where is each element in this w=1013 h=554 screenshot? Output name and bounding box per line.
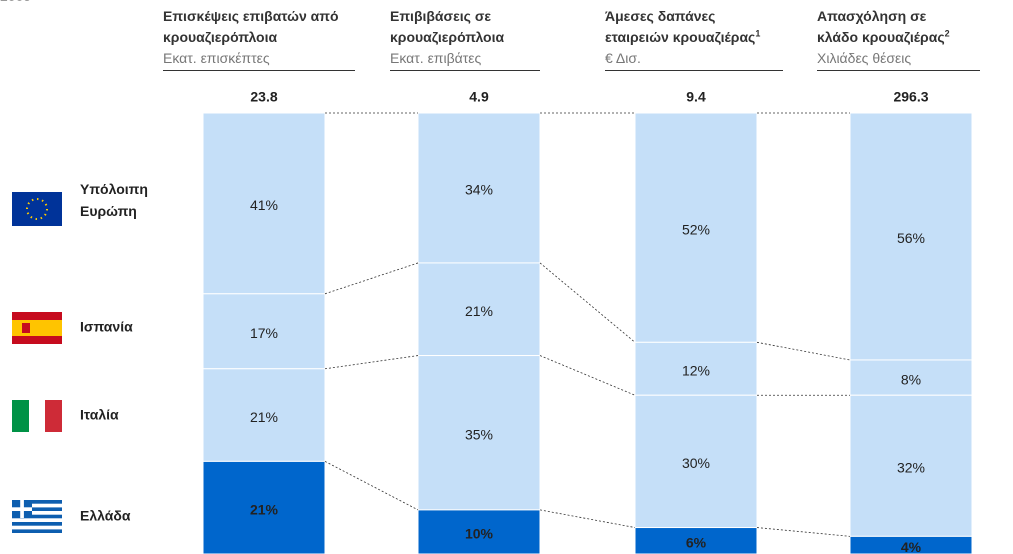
bar-segment: [849, 394, 973, 537]
value-label: 12%: [682, 362, 710, 378]
bar-segment: [849, 359, 973, 396]
value-label: 21%: [250, 409, 278, 425]
connector: [539, 509, 636, 528]
bar-segment: [417, 262, 541, 357]
bar-segment: [634, 112, 758, 343]
connector: [756, 527, 851, 537]
bar-segment: [202, 112, 326, 295]
header-text: Άμεσες δαπάνες εταιρειών κρουαζιέρας: [605, 8, 756, 45]
connector: [324, 461, 419, 511]
header-unit: Εκατ. επιβάτες: [390, 48, 540, 71]
connector: [324, 262, 419, 295]
header-title: Άμεσες δαπάνες εταιρειών κρουαζιέρας1: [605, 6, 783, 48]
value-label: 6%: [686, 534, 707, 550]
value-label: 21%: [465, 303, 493, 319]
connector: [756, 341, 851, 361]
footnote-marker: 2: [944, 28, 950, 39]
bar-segment: [202, 368, 326, 462]
flag-it: [12, 400, 62, 432]
bar-segment: [417, 355, 541, 511]
value-label: 10%: [465, 526, 494, 542]
header-text: Απασχόληση σε κλάδο κρουαζιέρας: [817, 8, 945, 45]
column-header: Επιβιβάσεις σε κρουαζιερόπλοια Εκατ. επιβ…: [390, 6, 540, 71]
bar-segment: [417, 509, 541, 554]
flag-gr: [12, 500, 62, 533]
total-label: 9.4: [686, 89, 706, 105]
header-text: Επιβιβάσεις σε κρουαζιερόπλοια: [390, 8, 505, 45]
value-label: 34%: [465, 182, 493, 198]
header-title: Επισκέψεις επιβατών από κρουαζιερόπλοια: [163, 6, 353, 48]
flag-eu: [12, 192, 62, 226]
header-unit: Χιλιάδες θέσεις: [817, 48, 980, 71]
value-label: 52%: [682, 221, 710, 237]
value-label: 30%: [682, 455, 710, 471]
bar-segment: [202, 460, 326, 554]
total-label: 4.9: [469, 89, 489, 105]
header-text: Επισκέψεις επιβατών από κρουαζιερόπλοια: [163, 8, 339, 45]
value-label: 41%: [250, 197, 278, 213]
bar-segment: [634, 527, 758, 554]
footnote-marker: 1: [755, 28, 761, 39]
legend-label: Ιταλία: [80, 407, 119, 423]
value-label: 17%: [250, 325, 278, 341]
value-label: 4%: [901, 539, 922, 554]
legend-label: Υπόλοιπη Ευρώπη: [80, 181, 148, 219]
connector: [539, 262, 636, 343]
subtitle: 2009: [0, 0, 31, 4]
connector: [324, 355, 419, 370]
value-label: 8%: [901, 371, 921, 387]
total-label: 296.3: [893, 89, 928, 105]
connector: [539, 355, 636, 396]
column-header: Άμεσες δαπάνες εταιρειών κρουαζιέρας1 € Δ…: [605, 6, 783, 71]
legend-label: Ισπανία: [80, 319, 133, 335]
column-header: Επισκέψεις επιβατών από κρουαζιερόπλοια Ε…: [163, 6, 355, 71]
value-label: 35%: [465, 426, 493, 442]
value-label: 56%: [897, 230, 925, 246]
column-header: Απασχόληση σε κλάδο κρουαζιέρας2 Χιλιάδες…: [817, 6, 980, 71]
value-label: 32%: [897, 460, 925, 476]
value-label: 21%: [250, 501, 279, 517]
header-unit: Εκατ. επισκέπτες: [163, 48, 355, 71]
bar-segment: [634, 394, 758, 529]
header-title: Απασχόληση σε κλάδο κρουαζιέρας2: [817, 6, 967, 48]
bar-segment: [634, 341, 758, 396]
bar-segment: [417, 112, 541, 264]
bar-segment: [202, 293, 326, 370]
header-unit: € Δισ.: [605, 48, 783, 71]
header-title: Επιβιβάσεις σε κρουαζιερόπλοια: [390, 6, 530, 48]
flag-es: [12, 312, 62, 344]
legend-text: Υπόλοιπη Ευρώπη: [80, 181, 148, 219]
legend-label: Ελλάδα: [80, 508, 131, 524]
bar-segment: [849, 112, 973, 361]
total-label: 23.8: [250, 89, 277, 105]
